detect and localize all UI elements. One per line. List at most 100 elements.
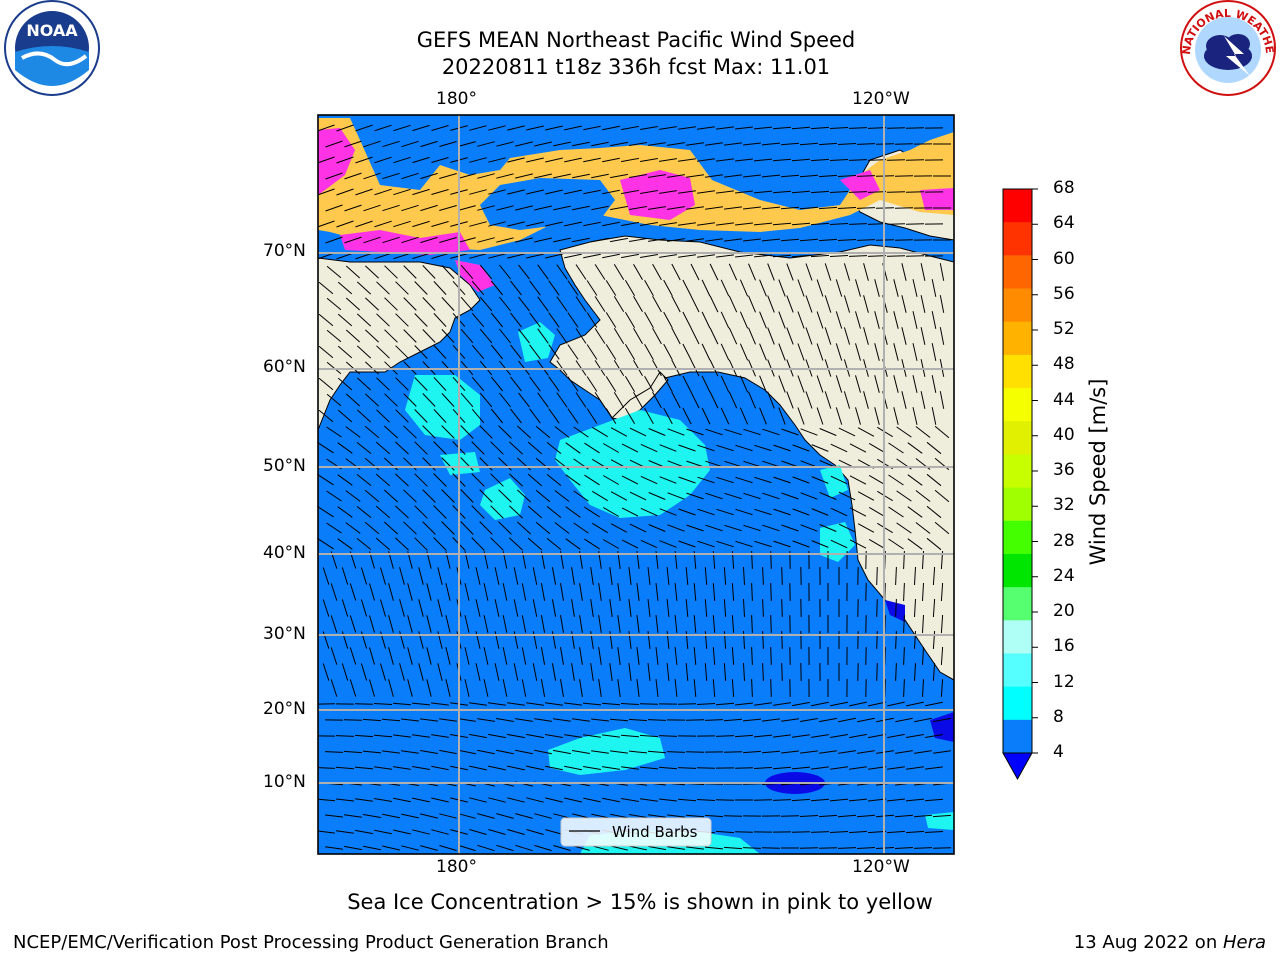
wind-barb: [564, 797, 582, 803]
wind-barb: [584, 474, 600, 486]
wind-barb: [526, 253, 544, 259]
wind-barb: [818, 142, 838, 146]
colorbar-swatch: [1003, 321, 1032, 356]
wind-barb: [590, 567, 594, 585]
wind-barb: [903, 646, 905, 666]
colorbar-tick-label: 48: [1053, 354, 1075, 375]
wind-barb: [380, 599, 386, 617]
wind-barb: [894, 814, 914, 818]
wind-barb: [507, 733, 525, 739]
footer-branch: NCEP/EMC/Verification Post Processing Pr…: [13, 932, 609, 953]
wind-barb: [907, 474, 923, 486]
wind-barb: [488, 125, 506, 131]
wind-barb: [330, 615, 338, 633]
wind-barb: [515, 173, 533, 179]
wind-barb: [932, 662, 936, 682]
wind-barb: [829, 159, 849, 161]
wind-barb: [849, 733, 867, 739]
wind-barb: [907, 538, 923, 550]
wind-barb: [932, 566, 936, 586]
wind-barb: [592, 522, 608, 534]
wind-barb: [507, 221, 525, 227]
wind-barb: [507, 253, 525, 259]
wind-barb: [439, 141, 457, 147]
wind-barb: [659, 126, 677, 130]
wind-barb: [469, 157, 487, 163]
wind-barb: [773, 476, 791, 484]
wind-barb: [674, 678, 678, 698]
wind-barb: [384, 297, 398, 311]
wind-barb: [475, 663, 481, 681]
wind-barb: [403, 521, 417, 535]
wind-barb: [510, 344, 522, 360]
wind-barb: [567, 312, 579, 328]
wind-barb: [441, 457, 455, 471]
lat-label-20n: 20°N: [263, 699, 306, 719]
wind-barb: [874, 407, 880, 425]
wind-barb: [778, 343, 786, 361]
wind-barb: [498, 425, 512, 439]
wind-barb: [401, 813, 419, 819]
wind-barb: [685, 814, 705, 818]
wind-barb: [393, 188, 411, 196]
wind-barb: [502, 583, 508, 601]
wind-barb: [671, 327, 681, 345]
wind-barb: [848, 223, 868, 225]
wind-barb: [529, 408, 541, 424]
wind-barb: [743, 206, 761, 210]
wind-barb: [369, 583, 375, 601]
wind-barb: [583, 766, 601, 770]
wind-barb: [939, 391, 945, 409]
wind-barb: [735, 702, 753, 706]
svg-text:NATIONAL WEATHER SERVICE: NATIONAL WEATHER SERVICE: [0, 0, 1276, 55]
wind-barb: [375, 505, 391, 519]
wind-barb: [690, 327, 700, 345]
wind-barb: [640, 254, 658, 258]
wind-barb: [728, 391, 738, 409]
wind-barb: [337, 442, 353, 454]
wind-barb: [560, 583, 564, 601]
wind-barb: [392, 702, 412, 706]
wind-barb: [644, 279, 654, 297]
wind-barb: [739, 279, 749, 297]
wind-barb: [610, 141, 628, 147]
wind-barb: [762, 598, 764, 618]
wind-barb: [905, 830, 925, 834]
wind-barb: [460, 264, 474, 280]
wind-barb: [335, 735, 355, 737]
wind-barb: [640, 158, 658, 162]
wind-barb: [590, 599, 594, 617]
wind-barb: [887, 766, 905, 770]
wind-barb: [494, 567, 500, 585]
colorbar-swatch: [1003, 189, 1032, 223]
wind-barb: [685, 598, 689, 618]
wind-barb: [652, 391, 662, 409]
wind-barb: [792, 476, 810, 484]
wind-barb: [591, 205, 609, 211]
wind-barb: [388, 583, 394, 601]
wind-barb: [838, 717, 856, 723]
wind-barb: [590, 663, 594, 681]
wind-barb: [521, 615, 527, 633]
wind-barb: [527, 441, 543, 455]
wind-barb: [829, 191, 849, 193]
colorbar-swatch: [1003, 454, 1032, 489]
wind-barb: [838, 491, 856, 501]
noaa-logo-text: NOAA: [26, 21, 78, 40]
wind-barb: [471, 408, 485, 424]
wind-barb: [829, 798, 849, 802]
wind-barb: [376, 281, 390, 295]
wind-barb: [829, 255, 849, 257]
wind-barb: [781, 750, 799, 754]
wind-barb: [686, 524, 704, 532]
wind-barb: [318, 830, 335, 834]
wind-barb: [767, 295, 775, 313]
wind-barb: [369, 679, 375, 697]
wind-barb: [678, 126, 696, 130]
wind-barb: [412, 766, 430, 770]
wind-barb: [633, 391, 643, 409]
colorbar-swatch: [1003, 686, 1032, 721]
gridlines: [318, 115, 954, 854]
wind-barb: [830, 734, 848, 738]
noaa-logo: NOAA: [4, 0, 100, 96]
